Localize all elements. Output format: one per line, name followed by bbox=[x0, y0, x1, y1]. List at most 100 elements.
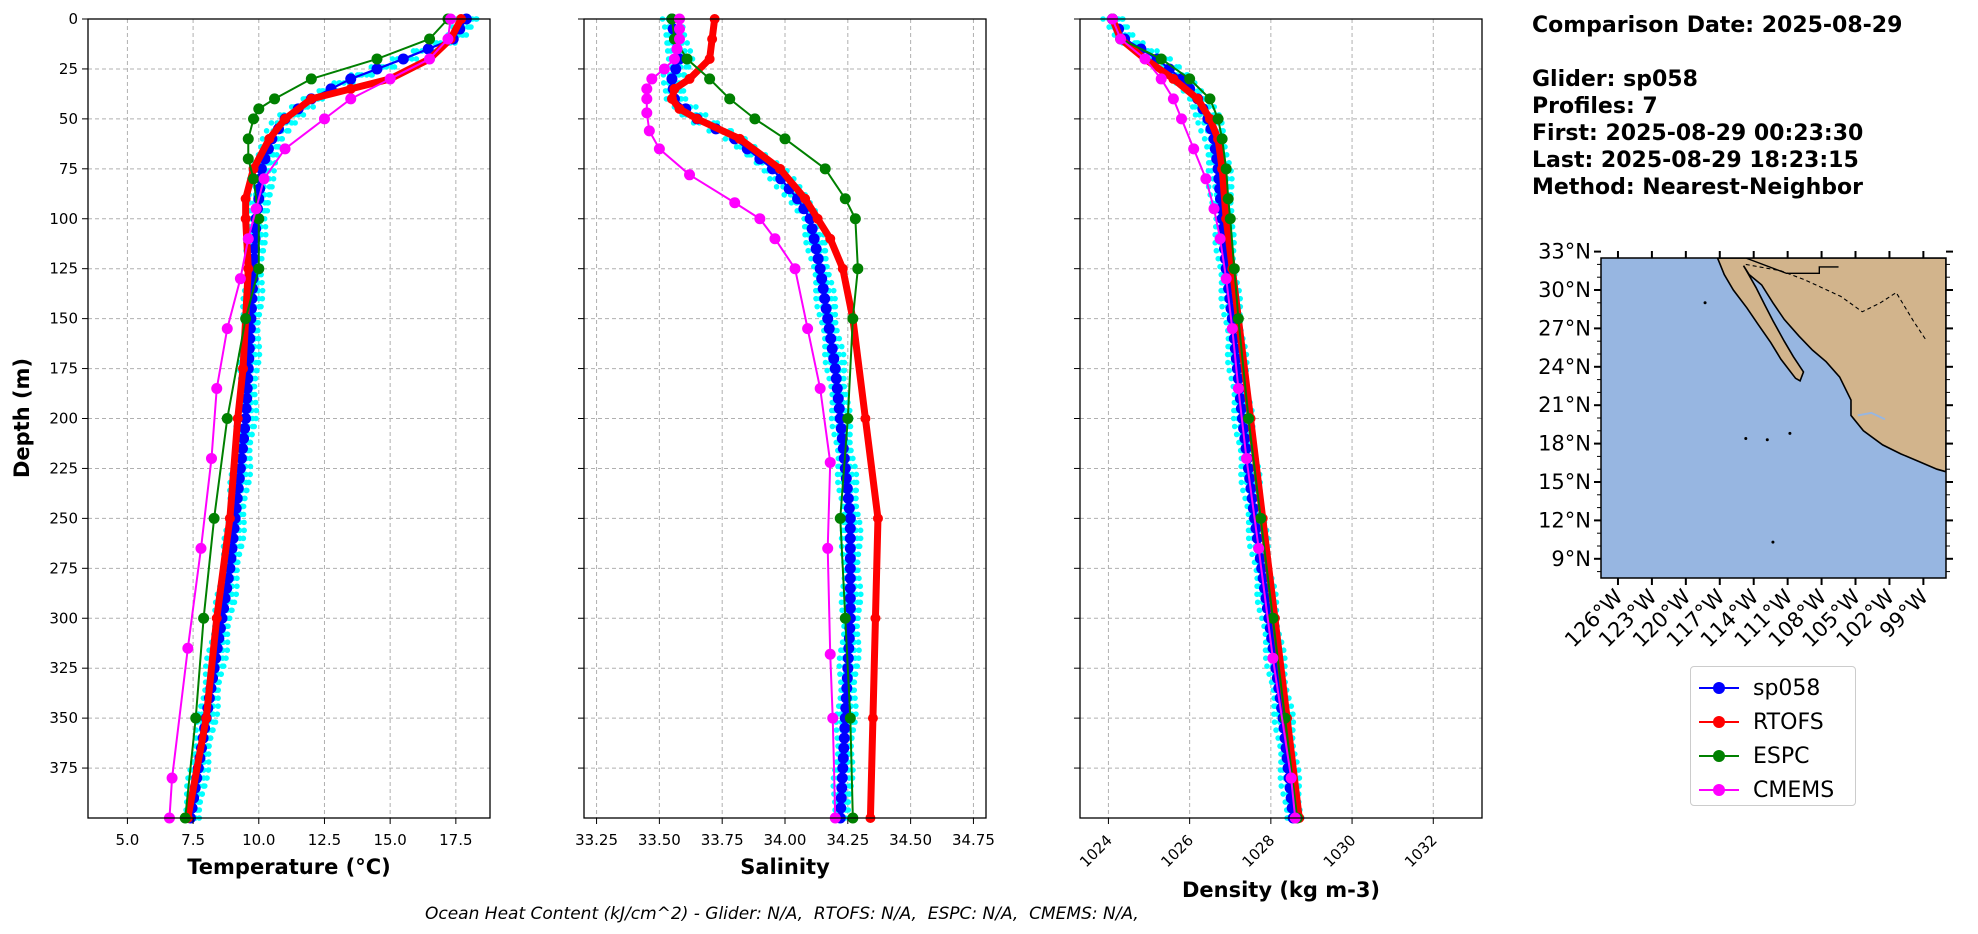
y-tick-label: 0 bbox=[68, 10, 78, 28]
espc-point bbox=[704, 73, 716, 85]
glider-profile-point bbox=[832, 311, 839, 318]
rtofs-point bbox=[812, 213, 823, 224]
glider-profile-point bbox=[369, 72, 375, 78]
glider-profile-point bbox=[856, 519, 863, 526]
glider-profile-point bbox=[216, 679, 222, 685]
sp058-point bbox=[844, 622, 856, 634]
glider-profile-point bbox=[258, 231, 265, 238]
glider-profile-point bbox=[851, 679, 858, 685]
y-tick-label: 250 bbox=[49, 509, 78, 527]
rtofs-point bbox=[867, 713, 878, 724]
cmems-point bbox=[769, 233, 781, 245]
espc-point bbox=[779, 133, 791, 145]
rtofs-line bbox=[1109, 17, 1303, 819]
espc-point bbox=[1267, 612, 1279, 624]
sp058-point bbox=[240, 403, 252, 415]
glider-profile-point bbox=[816, 311, 823, 318]
glider-profile-point bbox=[773, 183, 780, 190]
cmems-point bbox=[221, 323, 233, 335]
cmems-point bbox=[234, 273, 246, 285]
island bbox=[1788, 431, 1792, 435]
sp058-point bbox=[829, 363, 841, 375]
glider-profile-point bbox=[225, 623, 231, 630]
glider-profile-point bbox=[829, 423, 836, 430]
rtofs-point bbox=[1192, 93, 1203, 104]
espc-series bbox=[179, 13, 454, 824]
glider-profile-point bbox=[199, 791, 206, 797]
espc-point bbox=[834, 512, 846, 524]
glider-profile-point bbox=[846, 791, 853, 797]
glider-profile-point bbox=[856, 647, 862, 654]
sp058-point bbox=[239, 422, 251, 434]
glider-profile-point bbox=[823, 255, 829, 262]
glider-profile-point bbox=[391, 64, 398, 70]
glider-profile-point bbox=[841, 375, 847, 382]
depth-axis-label: Depth (m) bbox=[10, 358, 34, 478]
cmems-series bbox=[1106, 13, 1301, 824]
glider-profile-point bbox=[767, 176, 773, 182]
glider-profile-point bbox=[259, 295, 266, 302]
glider-profile-point bbox=[838, 343, 845, 350]
glider-profile-point bbox=[1275, 735, 1281, 741]
espc-point bbox=[839, 612, 851, 624]
glider-profile-point bbox=[274, 152, 280, 158]
sp058-point bbox=[806, 223, 818, 235]
cmems-point bbox=[671, 43, 683, 55]
rtofs-point bbox=[774, 163, 785, 174]
glider-profile-point bbox=[254, 327, 261, 334]
rtofs-point bbox=[243, 263, 254, 274]
glider-profile-point bbox=[468, 24, 474, 30]
espc-point bbox=[1228, 263, 1240, 275]
sp058-point bbox=[1230, 353, 1242, 365]
rtofs-point bbox=[860, 413, 871, 424]
sp058-point bbox=[249, 243, 261, 255]
espc-point bbox=[1222, 193, 1234, 205]
temperature-axis-label: Temperature (°C) bbox=[187, 855, 390, 879]
cmems-point bbox=[824, 648, 836, 660]
glider-profile-point bbox=[231, 599, 238, 606]
glider-profile-point bbox=[218, 671, 224, 677]
espc-point bbox=[371, 53, 383, 65]
glider-profile-point bbox=[1256, 607, 1263, 614]
glider-profile-point bbox=[234, 567, 240, 574]
glider-profile-point bbox=[853, 471, 860, 478]
glider-profile-point bbox=[241, 527, 247, 534]
glider-profile-point bbox=[234, 575, 240, 582]
sp058-point bbox=[844, 522, 856, 534]
rtofs-point bbox=[306, 93, 317, 104]
espc-series bbox=[1106, 13, 1303, 824]
glider-profile-point bbox=[226, 615, 233, 622]
glider-profile-point bbox=[853, 487, 860, 494]
glider-profile-point bbox=[854, 631, 861, 638]
rtofs-point bbox=[232, 413, 243, 424]
glider-profile-point bbox=[822, 247, 829, 254]
rtofs-point bbox=[238, 363, 249, 374]
glider-profile-point bbox=[252, 391, 258, 398]
glider-profile-point bbox=[856, 607, 862, 614]
glider-profile-point bbox=[850, 727, 857, 733]
comparison-date: Comparison Date: 2025-08-29 bbox=[1532, 13, 1903, 38]
glider-profile-point bbox=[855, 511, 861, 518]
rtofs-point bbox=[674, 103, 685, 114]
glider-profile-point bbox=[265, 199, 272, 206]
sp058-point bbox=[832, 393, 844, 405]
y-tick-label: 275 bbox=[49, 559, 78, 577]
cmems-point bbox=[1285, 772, 1297, 784]
rtofs-point bbox=[837, 263, 848, 274]
cmems-point bbox=[658, 63, 670, 75]
cmems-point bbox=[211, 383, 223, 395]
glider-profile-point bbox=[262, 231, 269, 238]
glider-profile-point bbox=[229, 591, 235, 598]
y-tick-label: 325 bbox=[49, 659, 78, 677]
glider-profile-point bbox=[255, 359, 262, 366]
glider-profile-point bbox=[1192, 112, 1199, 118]
sp058-point bbox=[238, 432, 250, 444]
glider-profile-point bbox=[253, 415, 259, 422]
glider-profile-point bbox=[196, 807, 203, 813]
rtofs-point bbox=[707, 33, 718, 44]
glider-profile-point bbox=[857, 583, 864, 590]
sp058-point bbox=[835, 802, 847, 814]
glider-profile-point bbox=[210, 711, 216, 717]
glider-name: Glider: sp058 bbox=[1532, 67, 1698, 92]
sp058-point bbox=[841, 682, 853, 694]
